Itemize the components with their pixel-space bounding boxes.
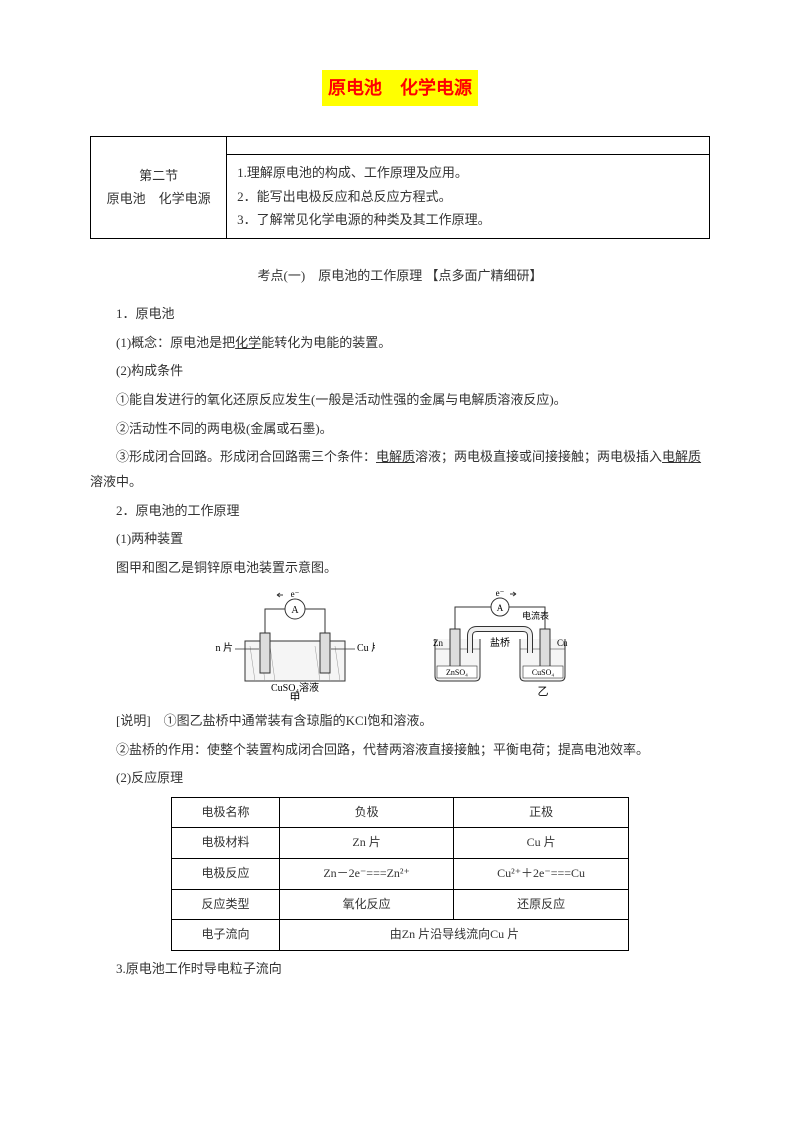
- cell-r0c0: 电极名称: [171, 797, 280, 828]
- objective-1: 1.理解原电池的构成、工作原理及应用。: [237, 161, 699, 184]
- cu-label-jia: Cu 片: [357, 641, 375, 654]
- meter-a-yi: A: [497, 603, 504, 613]
- zn-label-yi: Zn: [433, 638, 443, 648]
- note-1: [说明] ①图乙盐桥中通常装有含琼脂的KCl饱和溶液。: [90, 709, 710, 734]
- header-table: 第二节 原电池 化学电源 1.理解原电池的构成、工作原理及应用。 2．能写出电极…: [90, 136, 710, 238]
- p1-2-3u2: 电解质: [662, 449, 701, 464]
- bridge-label: 盐桥: [490, 636, 510, 649]
- para-2-1-desc: 图甲和图乙是铜锌原电池装置示意图。: [90, 556, 710, 581]
- caption-jia: 甲: [290, 692, 301, 701]
- para-1-2-3: ③形成闭合回路。形成闭合回路需三个条件：电解质溶液；两电极直接或间接接触；两电极…: [90, 445, 710, 494]
- p1-2-3a: ③形成闭合回路。形成闭合回路需三个条件：: [116, 449, 376, 464]
- cell-r4c1: 由Zn 片沿导线流向Cu 片: [280, 920, 629, 951]
- para-3: 3.原电池工作时导电粒子流向: [90, 957, 710, 982]
- cell-r4c0: 电子流向: [171, 920, 280, 951]
- header-left-cell: 第二节 原电池 化学电源: [91, 137, 227, 238]
- diagram-jia: A e⁻ Zn 片 Cu 片 CuSO₄溶液 甲: [215, 591, 375, 701]
- table-row: 电极名称 负极 正极: [171, 797, 629, 828]
- meter-a-label: A: [291, 605, 299, 616]
- reaction-table: 电极名称 负极 正极 电极材料 Zn 片 Cu 片 电极反应 Zn－2e⁻===…: [171, 797, 630, 951]
- cell-r0c1: 负极: [280, 797, 453, 828]
- objective-2: 2．能写出电极反应和总反应方程式。: [237, 185, 699, 208]
- cell-r1c1: Zn 片: [280, 828, 453, 859]
- diagram-yi-svg: A 电流表 e⁻ Zn Cu 盐桥 ZnSO₄: [415, 591, 585, 701]
- cuso4-label: CuSO₄: [532, 668, 555, 677]
- table-row: 反应类型 氧化反应 还原反应: [171, 889, 629, 920]
- cell-r2c1: Zn－2e⁻===Zn²⁺: [280, 859, 453, 890]
- cell-r2c0: 电极反应: [171, 859, 280, 890]
- note-2: ②盐桥的作用：使整个装置构成闭合回路，代替两溶液直接接触；平衡电荷；提高电池效率…: [90, 738, 710, 763]
- diagram-row: A e⁻ Zn 片 Cu 片 CuSO₄溶液 甲: [90, 591, 710, 701]
- section-name: 原电池 化学电源: [101, 187, 216, 210]
- zn-label-jia: Zn 片: [215, 641, 233, 654]
- cell-r3c2: 还原反应: [453, 889, 629, 920]
- cu-label-yi: Cu: [557, 638, 568, 648]
- p1-1a: (1)概念：原电池是把: [116, 335, 235, 350]
- table-row: 电极材料 Zn 片 Cu 片: [171, 828, 629, 859]
- caption-yi: 乙: [538, 685, 549, 698]
- objective-3: 3．了解常见化学电源的种类及其工作原理。: [237, 208, 699, 231]
- cell-r2c2: Cu²⁺＋2e⁻===Cu: [453, 859, 629, 890]
- diagram-yi: A 电流表 e⁻ Zn Cu 盐桥 ZnSO₄: [415, 591, 585, 701]
- p1-1b: 能转化为电能的装置。: [261, 335, 391, 350]
- para-1-2-2: ②活动性不同的两电极(金属或石墨)。: [90, 417, 710, 442]
- p1-2-3c: 溶液中。: [90, 474, 142, 489]
- znso4-label: ZnSO₄: [446, 668, 468, 677]
- e-arrow-jia: e⁻: [291, 591, 300, 599]
- p1-2-3b: 溶液；两电极直接或间接接触；两电极插入: [415, 449, 662, 464]
- para-1-2-1: ①能自发进行的氧化还原反应发生(一般是活动性强的金属与电解质溶液反应)。: [90, 388, 710, 413]
- para-2-1: (1)两种装置: [90, 527, 710, 552]
- cell-r1c0: 电极材料: [171, 828, 280, 859]
- header-objectives-cell: 1.理解原电池的构成、工作原理及应用。 2．能写出电极反应和总反应方程式。 3．…: [227, 155, 710, 238]
- cell-r3c0: 反应类型: [171, 889, 280, 920]
- table-row: 电极反应 Zn－2e⁻===Zn²⁺ Cu²⁺＋2e⁻===Cu: [171, 859, 629, 890]
- kaodian-header: 考点(一) 原电池的工作原理 【点多面广精细研】: [90, 264, 710, 287]
- table-row: 电子流向 由Zn 片沿导线流向Cu 片: [171, 920, 629, 951]
- diagram-jia-svg: A e⁻ Zn 片 Cu 片 CuSO₄溶液 甲: [215, 591, 375, 701]
- header-empty-cell: [227, 137, 710, 155]
- p1-1u: 化学: [235, 335, 261, 350]
- p1-2-3u1: 电解质: [376, 449, 415, 464]
- section-number: 第二节: [101, 164, 216, 187]
- e-arrow-yi: e⁻: [496, 591, 505, 598]
- cell-r1c2: Cu 片: [453, 828, 629, 859]
- para-2-2: (2)反应原理: [90, 766, 710, 791]
- para-1-2: (2)构成条件: [90, 359, 710, 384]
- para-1-label: 1．原电池: [90, 302, 710, 327]
- cell-r3c1: 氧化反应: [280, 889, 453, 920]
- page-title: 原电池 化学电源: [90, 70, 710, 106]
- title-text: 原电池 化学电源: [322, 70, 478, 106]
- para-2-label: 2．原电池的工作原理: [90, 499, 710, 524]
- para-1-1: (1)概念：原电池是把化学能转化为电能的装置。: [90, 331, 710, 356]
- cell-r0c2: 正极: [453, 797, 629, 828]
